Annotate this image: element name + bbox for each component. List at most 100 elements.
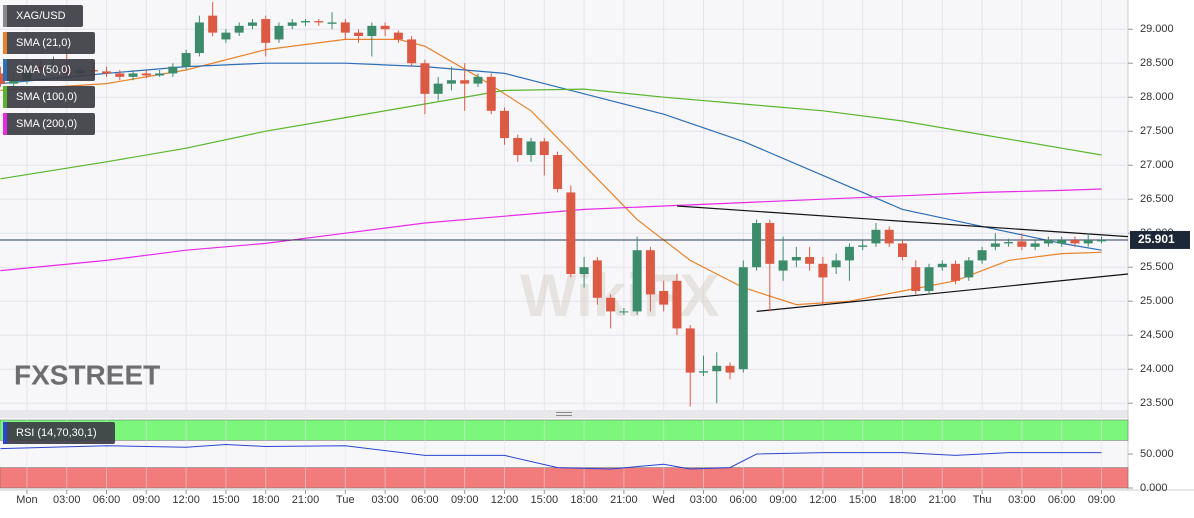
x-tick-label: 09:00 [1088,494,1116,506]
candle-body [752,223,762,268]
candle-body [0,73,5,84]
candle-body [473,76,483,84]
candle-body [911,267,921,292]
legend-box [3,113,95,135]
x-tick-label: Wed [652,494,674,506]
candle-body [566,192,576,275]
candle-body [340,22,350,33]
sma-line [0,38,1102,306]
candle-body [380,25,390,30]
candle-body [526,141,536,156]
x-tick-label: 15:00 [531,494,559,506]
x-tick-label: 06:00 [1048,494,1076,506]
candle-body [181,53,191,67]
candle-body [553,155,563,190]
x-tick-label: 12:00 [809,494,837,506]
candle-body [168,66,178,74]
rsi-band [0,467,1129,489]
candle-body [884,229,894,244]
x-tick-label: 09:00 [769,494,797,506]
candle-body [261,19,271,43]
candle-body [791,257,801,261]
x-tick-label: 15:00 [849,494,877,506]
candle-body [579,267,589,275]
trend-line [676,205,1129,238]
candle-body [247,22,257,26]
legend-box [3,32,95,54]
rsi-line [0,443,1102,470]
x-tick-label: Mon [16,494,37,506]
candle-body [433,83,443,94]
candle-body [725,365,735,373]
candle-body [632,250,642,312]
candle-body [274,25,284,40]
x-tick-label: 15:00 [212,494,240,506]
candle-body [234,25,244,33]
y-tick-label: 28.000 [1140,91,1174,103]
candle-body [659,291,669,305]
candle-body [712,365,722,372]
y-tick-label: 26.500 [1140,193,1174,205]
y-tick-label: 25.500 [1140,261,1174,273]
x-tick-label: 12:00 [491,494,519,506]
candle-body [977,250,987,261]
candle-body [844,246,854,261]
candle-body [592,260,602,298]
candle-body [858,245,868,247]
candle-body [738,267,748,370]
x-tick-label: 06:00 [730,494,758,506]
y-tick-label: 29.000 [1140,23,1174,35]
legend-swatch [3,86,7,108]
x-tick-label: 03:00 [690,494,718,506]
candle-body [937,263,947,268]
legend-swatch [3,422,7,444]
candle-body [990,243,1000,247]
candle-body [924,267,934,292]
x-tick-label: 03:00 [1008,494,1036,506]
x-tick-label: 18:00 [889,494,917,506]
x-tick-label: 06:00 [411,494,439,506]
candle-body [539,141,549,156]
legend-box [3,5,83,27]
sma-line [0,88,1102,180]
x-tick-label: 21:00 [292,494,320,506]
x-tick-label: 18:00 [252,494,280,506]
candle-body [1030,243,1040,247]
legend-box [3,59,95,81]
candle-body [619,311,629,313]
x-tick-label: 03:00 [53,494,81,506]
legend-swatch [3,32,7,54]
x-tick-label: 06:00 [93,494,121,506]
candle-body [287,22,297,26]
y-tick-label: 50.000 [1140,448,1174,460]
legend-label: SMA (200,0) [16,118,77,130]
candle-body [778,260,788,271]
candle-body [951,263,961,281]
legend-swatch [3,5,7,27]
candle-body [500,110,510,139]
legend-box [3,422,115,444]
y-tick-label: 0.000 [1140,482,1168,494]
candle-body [871,229,881,244]
candle-body [805,257,815,264]
x-tick-label: 18:00 [570,494,598,506]
x-tick-label: 03:00 [371,494,399,506]
candle-body [1096,240,1106,242]
candle-body [9,80,19,84]
legend-label: SMA (100,0) [16,91,77,103]
last-price-box [1130,230,1190,249]
y-tick-label: 24.500 [1140,329,1174,341]
sma-line [0,62,1102,251]
x-tick-label: 09:00 [451,494,479,506]
legend-label: RSI (14,70,30,1) [16,427,97,439]
watermark: FXSTREET [14,359,160,390]
legend-swatch [3,59,7,81]
candle-body [1004,242,1014,244]
legend-label: SMA (21,0) [16,37,71,49]
candle-body [1017,241,1027,247]
candle-body [354,32,364,37]
candle-body [460,80,470,84]
panel-divider[interactable] [0,410,1128,418]
y-tick-label: 25.000 [1140,295,1174,307]
